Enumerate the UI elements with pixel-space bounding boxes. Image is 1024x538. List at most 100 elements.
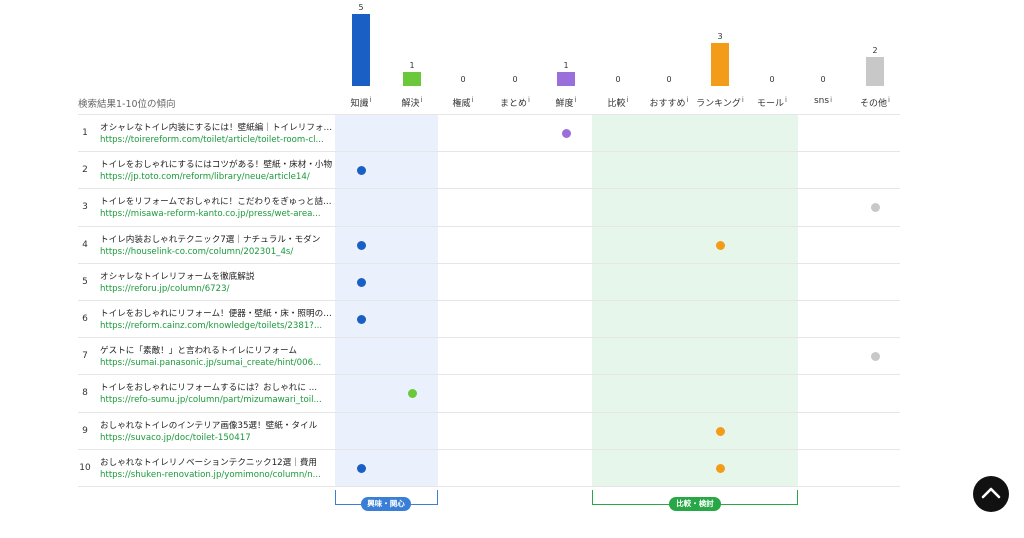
result-row: 6 トイレをおしゃれにリフォーム！便器・壁紙・床・照明の選び方 https://re… — [78, 300, 900, 338]
category-label-text: 権威 — [452, 99, 471, 109]
category-label[interactable]: まとめi — [489, 96, 541, 109]
result-rank: 7 — [82, 351, 88, 362]
result-url[interactable]: https://toirereform.com/toilet/article/t… — [100, 135, 324, 145]
info-icon[interactable]: i — [741, 96, 744, 104]
category-label-text: sns — [813, 96, 830, 106]
result-row: 5 オシャレなトイレリフォームを徹底解説 https://reforu.jp/col… — [78, 262, 900, 301]
info-icon[interactable]: i — [626, 96, 629, 104]
result-url[interactable]: https://reform.cainz.com/knowledge/toile… — [100, 321, 323, 331]
category-dot — [356, 315, 366, 324]
category-label-text: 鮮度 — [555, 99, 574, 109]
result-rank: 5 — [82, 276, 88, 287]
result-url[interactable]: https://misawa-reform-kanto.co.jp/press/… — [100, 209, 321, 220]
result-row: 9 おしゃれなトイレのインテリア画像35選！壁紙・タイル https://suvac… — [78, 411, 900, 450]
category-dot — [407, 389, 417, 399]
result-url[interactable]: https://suvaco.jp/doc/toilet-150417 — [100, 432, 251, 443]
result-title[interactable]: おしゃれなトイレのインテリア画像35選！壁紙・タイル — [100, 420, 318, 431]
bar-1 — [403, 71, 421, 86]
section-title: 検索結果1-10位の傾向 — [78, 99, 176, 110]
category-label[interactable]: ランキングi — [694, 96, 746, 109]
result-row: 4 トイレ内装おしゃれテクニック7選｜ナチュラル・モダン https://house… — [78, 225, 900, 264]
result-rank: 3 — [82, 202, 88, 213]
result-url[interactable]: https://jp.toto.com/reform/library/neue/… — [100, 172, 310, 183]
result-row: 8 トイレをおしゃれにリフォームするには？おしゃれに ... https://ref… — [78, 374, 900, 412]
result-rank: 2 — [82, 165, 88, 176]
bar-count-label: 0 — [512, 75, 518, 84]
bar-count-label: 0 — [769, 75, 775, 84]
info-icon[interactable]: i — [785, 96, 787, 104]
result-title[interactable]: トイレをおしゃれにリフォームするには？おしゃれに ... — [100, 383, 317, 394]
category-label-text: 知識 — [350, 99, 369, 109]
bar-count-label: 1 — [563, 60, 569, 70]
category-label[interactable]: 解決i — [386, 96, 438, 109]
category-label[interactable]: 比較i — [592, 96, 644, 109]
category-label[interactable]: モールi — [746, 96, 798, 109]
bar-0 — [352, 14, 370, 86]
bar-count-label: 3 — [717, 31, 723, 41]
result-rank: 4 — [82, 239, 88, 250]
bar-count-label: 5 — [358, 3, 364, 12]
category-label-text: 比較 — [607, 99, 626, 109]
category-dot — [715, 426, 725, 436]
category-dot — [870, 352, 880, 362]
result-title[interactable]: オシャレなトイレ内装にするには！壁紙編｜トイレリフォーム — [100, 123, 336, 133]
result-title[interactable]: トイレ内装おしゃれテクニック7選｜ナチュラル・モダン — [100, 234, 321, 245]
category-label[interactable]: 権威i — [437, 96, 489, 109]
category-dot — [715, 240, 725, 250]
result-row: 1 オシャレなトイレ内装にするには！壁紙編｜トイレリフォーム https://toi… — [78, 114, 900, 152]
category-dot — [561, 129, 571, 138]
result-title[interactable]: おしゃれなトイレリノベーションテクニック12選｜費用 — [100, 457, 318, 468]
bar-count-label: 0 — [460, 75, 466, 84]
result-title[interactable]: トイレをリフォームでおしゃれに！こだわりをぎゅっと詰め込んで — [100, 197, 336, 208]
bar-count-label: 0 — [820, 75, 826, 84]
bar-10 — [866, 57, 884, 86]
result-rank: 9 — [82, 425, 88, 436]
info-icon[interactable]: i — [686, 96, 689, 104]
info-icon[interactable]: i — [528, 96, 530, 104]
table-bottom-divider — [78, 486, 900, 487]
result-url[interactable]: https://sumai.panasonic.jp/sumai_create/… — [100, 358, 322, 369]
category-dot — [356, 277, 366, 287]
category-dot — [356, 166, 366, 176]
info-icon[interactable]: i — [471, 96, 474, 104]
bar-7 — [711, 42, 729, 86]
result-title[interactable]: トイレをおしゃれにリフォーム！便器・壁紙・床・照明の選び方 — [100, 309, 336, 319]
category-dot — [356, 463, 366, 473]
bar-count-label: 2 — [872, 46, 878, 56]
category-label-text: 解決 — [401, 99, 420, 109]
category-dot — [356, 240, 366, 250]
result-rank: 10 — [79, 462, 91, 473]
category-label[interactable]: 知識i — [335, 96, 387, 109]
info-icon[interactable]: i — [369, 96, 372, 104]
info-icon[interactable]: i — [420, 96, 423, 104]
result-url[interactable]: https://houselink-co.com/column/202301_4… — [100, 246, 294, 257]
chevron-up-icon — [981, 487, 1001, 499]
category-label-text: その他 — [860, 99, 888, 109]
result-title[interactable]: トイレをおしゃれにするにはコツがある！壁紙・床材・小物 — [100, 160, 333, 171]
category-label[interactable]: おすすめi — [643, 96, 695, 109]
category-dot — [870, 203, 880, 213]
info-icon[interactable]: i — [830, 96, 833, 104]
result-url[interactable]: https://reforu.jp/column/6723/ — [100, 283, 230, 294]
result-row: 10 おしゃれなトイレリノベーションテクニック12選｜費用 https://shuk… — [78, 448, 900, 487]
result-url[interactable]: https://refo-sumu.jp/column/part/mizumaw… — [100, 395, 322, 406]
bar-4 — [557, 71, 575, 86]
bar-count-label: 1 — [409, 60, 415, 70]
info-icon[interactable]: i — [888, 96, 890, 104]
result-title[interactable]: ゲストに「素敵！」と言われるトイレにリフォーム — [100, 346, 297, 357]
result-title[interactable]: オシャレなトイレリフォームを徹底解説 — [100, 271, 255, 282]
scroll-top-button[interactable] — [973, 476, 1009, 512]
result-row: 2 トイレをおしゃれにするにはコツがある！壁紙・床材・小物 https://jp.t… — [78, 151, 900, 189]
category-label-text: モール — [757, 99, 785, 109]
result-url[interactable]: https://shuken-renovation.jp/yomimono/co… — [100, 469, 321, 480]
bar-count-label: 0 — [615, 75, 621, 84]
category-label[interactable]: 鮮度i — [540, 96, 592, 109]
comparison-group-label: 比較・検討 — [669, 497, 721, 511]
category-label[interactable]: その他i — [849, 96, 901, 109]
result-rank: 1 — [82, 128, 88, 138]
category-label-text: おすすめ — [649, 99, 686, 109]
result-rank: 8 — [82, 388, 88, 399]
category-dot — [715, 463, 725, 473]
info-icon[interactable]: i — [574, 96, 577, 104]
category-label[interactable]: snsi — [797, 96, 849, 106]
